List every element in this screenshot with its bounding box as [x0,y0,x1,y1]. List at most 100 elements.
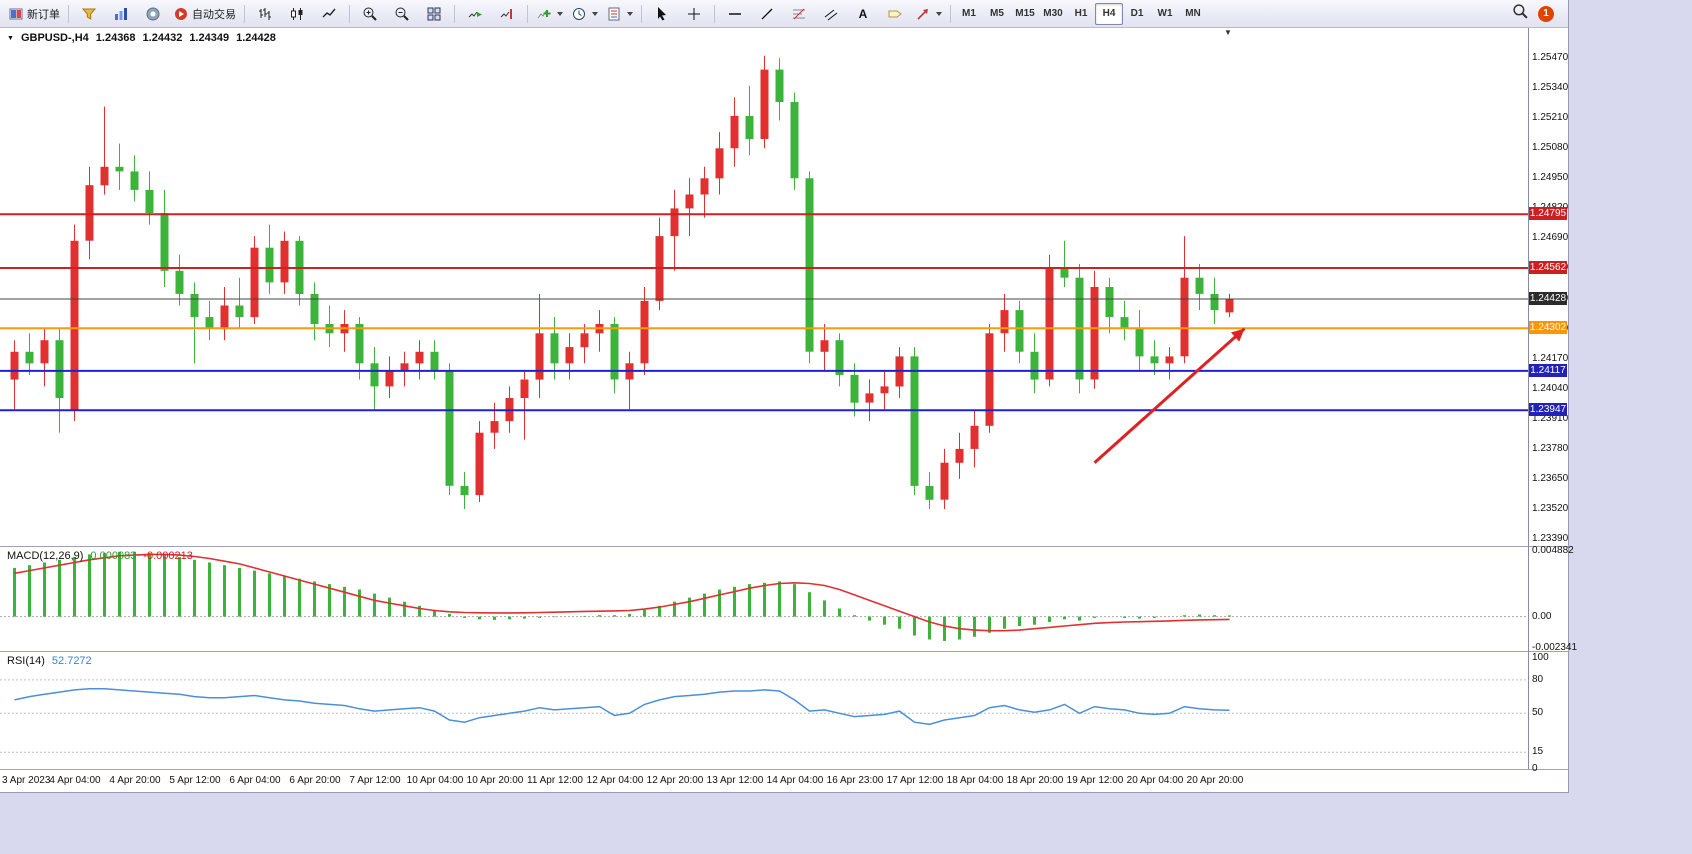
zoom-out-button[interactable] [386,2,418,26]
timeframe-m15-button[interactable]: M15 [1015,8,1035,19]
separator [950,4,951,23]
candle-body [1030,351,1039,380]
tile-windows-button[interactable] [418,2,450,26]
annotation-arrow-head[interactable] [1231,328,1245,342]
separator [714,4,715,23]
new-order-button[interactable]: 新订单 [4,2,64,26]
timeframe-w1-button[interactable]: W1 [1157,8,1173,19]
candle-body [880,386,889,394]
indicators-button[interactable] [532,2,567,26]
search-button[interactable] [1512,3,1529,25]
timeframe-m30-button[interactable]: M30 [1043,8,1063,19]
arrows-icon [915,6,931,22]
timeframe-mn-button[interactable]: MN [1185,8,1201,19]
candle-body [100,166,109,186]
price-axis-label: 1.23520 [1532,503,1569,514]
market-watch-icon [81,6,97,22]
market-watch-button[interactable] [73,2,105,26]
channel-tool-button[interactable] [815,2,847,26]
hline-tool-button[interactable] [719,2,751,26]
close-value: 1.24428 [236,32,276,44]
time-axis[interactable]: 3 Apr 2023 4 Apr 04:00 4 Apr 20:00 5 Apr 12… [0,770,1528,792]
arrows-tool-button[interactable] [911,2,946,26]
autotrade-icon [173,6,189,22]
terminal-button[interactable] [137,2,169,26]
chart-shift-marker-icon[interactable]: ▼ [1224,28,1232,37]
separator [68,4,69,23]
chart-line-button[interactable] [313,2,345,26]
annotation-arrow-shaft[interactable] [1093,327,1246,464]
macd-main-value: 0.000083 [90,550,137,562]
candle-body [550,333,559,364]
candle-body [385,370,394,387]
pane-separator[interactable] [0,651,1568,652]
candle-body [10,351,19,380]
trendline-tool-button[interactable] [751,2,783,26]
indicators-icon [536,6,552,22]
trendline-icon [759,6,775,22]
rsi-indicator-pane[interactable] [0,652,1528,769]
candle-body [310,293,319,324]
price-axis-label: 1.24950 [1532,172,1569,183]
time-axis-label: 10 Apr 20:00 [466,775,524,786]
candle-body [1045,268,1054,380]
candle-body [730,115,739,149]
zoom-in-button[interactable] [354,2,386,26]
candle-body [790,102,799,179]
autotrade-button[interactable]: 自动交易 [169,2,240,26]
candle-body [1210,293,1219,311]
text-tool-button[interactable]: A [847,2,879,26]
fibonacci-icon [791,6,807,22]
candle-body [670,208,679,237]
pane-separator[interactable] [0,546,1568,547]
notification-badge[interactable]: 1 [1538,5,1554,22]
toolbar: 新订单 自动交易 [0,0,1568,28]
chart-bars-button[interactable] [249,2,281,26]
candle-body [445,370,454,486]
candle-body [1105,287,1114,318]
templates-icon [606,6,622,22]
templates-button[interactable] [602,2,637,26]
candle-body [1150,356,1159,364]
periods-button[interactable] [567,2,602,26]
toolbar-right-group: 1 [1512,3,1564,25]
time-axis-label: 5 Apr 12:00 [169,775,221,786]
candle-body [565,347,574,364]
timeframe-h1-button[interactable]: H1 [1074,8,1088,19]
fibonacci-tool-button[interactable] [783,2,815,26]
main-chart-pane[interactable] [0,28,1528,546]
crosshair-button[interactable] [678,2,710,26]
auto-scroll-button[interactable] [459,2,491,26]
label-tool-button[interactable] [879,2,911,26]
candle-body [865,393,874,403]
candle-body [415,351,424,364]
candle-body [820,340,829,352]
macd-label: MACD(12,26,9) [7,550,84,562]
rsi-axis-label: 80 [1532,674,1544,685]
price-tag: 1.24428 [1529,292,1567,305]
price-axis[interactable]: 1.254701.253401.252101.250801.249501.248… [1529,0,1577,792]
rsi-info-line: RSI(14) 52.7272 [7,655,92,667]
low-value: 1.24349 [189,32,230,44]
timeframe-h4-button[interactable]: H4 [1095,2,1123,25]
chart-candles-button[interactable] [281,2,313,26]
macd-indicator-pane[interactable] [0,547,1528,651]
chart-collapse-icon[interactable]: ▼ [7,34,14,42]
cursor-button[interactable] [646,2,678,26]
timeframe-m5-button[interactable]: M5 [990,8,1004,19]
time-axis-label: 11 Apr 12:00 [527,775,583,786]
mt4-window: 新订单 自动交易 [0,0,1577,793]
price-tag: 1.24562 [1529,261,1567,274]
navigator-button[interactable] [105,2,137,26]
navigator-icon [113,6,129,22]
timeframe-d1-button[interactable]: D1 [1130,8,1144,19]
price-axis-label: 1.23910 [1532,413,1569,424]
candle-body [355,324,364,364]
candle-body [220,305,229,329]
chart-shift-button[interactable] [491,2,523,26]
timeframe-m1-button[interactable]: M1 [962,8,976,19]
rsi-chart [0,679,1528,753]
candle-body [985,333,994,426]
candle-body [190,293,199,317]
